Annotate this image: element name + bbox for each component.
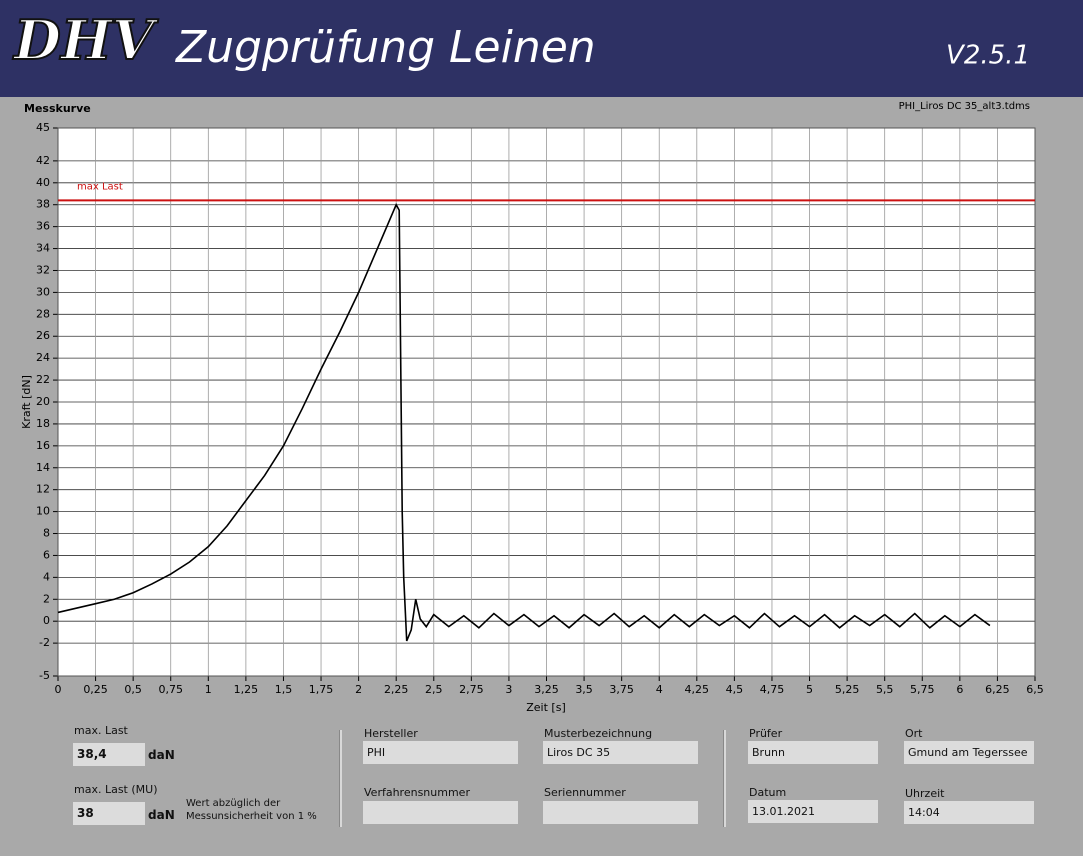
- x-tick-label: 5: [806, 683, 813, 696]
- x-tick-label: 6,5: [1026, 683, 1044, 696]
- text-field[interactable]: PHI: [363, 741, 518, 764]
- x-tick-label: 1,25: [234, 683, 259, 696]
- y-tick-label: 10: [36, 505, 50, 518]
- y-tick-label: 22: [36, 373, 50, 386]
- separator: [339, 730, 342, 827]
- text-field[interactable]: 14:04: [904, 801, 1034, 824]
- x-tick-label: 5,5: [876, 683, 894, 696]
- label: Prüfer: [749, 727, 783, 740]
- y-tick-label: 14: [36, 461, 50, 474]
- y-tick-label: 32: [36, 263, 50, 276]
- version: V2.5.1: [946, 41, 1030, 71]
- label: Verfahrensnummer: [364, 786, 470, 799]
- y-tick-label: 42: [36, 154, 50, 167]
- label: Datum: [749, 786, 787, 799]
- y-tick-label: 2: [43, 592, 50, 605]
- y-tick-label: 38: [36, 198, 50, 211]
- x-tick-label: 2: [355, 683, 362, 696]
- y-tick-label: 28: [36, 307, 50, 320]
- unit: daN: [148, 748, 175, 762]
- text-field[interactable]: Gmund am Tegerssee: [904, 741, 1034, 764]
- x-tick-label: 6,25: [985, 683, 1010, 696]
- value-field: 38,4: [73, 743, 145, 766]
- y-tick-label: 12: [36, 483, 50, 496]
- x-tick-label: 1,5: [275, 683, 293, 696]
- x-tick-label: 4,25: [685, 683, 710, 696]
- x-tick-label: 3,5: [575, 683, 593, 696]
- x-tick-label: 1: [205, 683, 212, 696]
- label: max. Last: [74, 724, 128, 737]
- label: Ort: [905, 727, 923, 740]
- y-tick-label: 8: [43, 527, 50, 540]
- x-tick-label: 0,25: [83, 683, 108, 696]
- y-tick-label: -2: [39, 636, 50, 649]
- y-axis-label: Kraft [dN]: [20, 375, 33, 429]
- label: Uhrzeit: [905, 787, 945, 800]
- note: Wert abzüglich der: [186, 798, 281, 809]
- y-tick-label: 34: [36, 242, 50, 255]
- text-field[interactable]: [543, 801, 698, 824]
- plot-border: [57, 127, 1036, 677]
- label: Seriennummer: [544, 786, 626, 799]
- x-tick-label: 5,75: [910, 683, 935, 696]
- y-tick-label: 40: [36, 176, 50, 189]
- x-tick-label: 0,5: [124, 683, 142, 696]
- unit: daN: [148, 808, 175, 822]
- x-axis-label: Zeit [s]: [526, 701, 565, 714]
- label: Hersteller: [364, 727, 418, 740]
- y-tick-label: 6: [43, 548, 50, 561]
- y-tick-label: -5: [39, 669, 50, 682]
- chart-title: Messkurve: [24, 102, 91, 115]
- label: max. Last (MU): [74, 783, 158, 796]
- text-field[interactable]: [363, 801, 518, 824]
- separator: [723, 730, 726, 827]
- y-tick-label: 45: [36, 121, 50, 134]
- y-tick-label: 26: [36, 329, 50, 342]
- x-tick-label: 0,75: [158, 683, 183, 696]
- x-tick-label: 4,75: [760, 683, 785, 696]
- y-tick-label: 30: [36, 285, 50, 298]
- y-tick-label: 4: [43, 570, 50, 583]
- x-tick-label: 3: [505, 683, 512, 696]
- file-name: PHI_Liros DC 35_alt3.tdms: [899, 101, 1030, 112]
- x-tick-label: 2,5: [425, 683, 443, 696]
- x-tick-label: 2,75: [459, 683, 484, 696]
- x-tick-label: 0: [55, 683, 62, 696]
- y-tick-label: 16: [36, 439, 50, 452]
- note: Messunsicherheit von 1 %: [186, 811, 317, 822]
- header-bar: [0, 0, 1083, 97]
- data-line: [57, 202, 991, 642]
- x-tick-label: 2,25: [384, 683, 409, 696]
- label: Musterbezeichnung: [544, 727, 653, 740]
- text-field[interactable]: 13.01.2021: [748, 800, 878, 823]
- y-tick-label: 18: [36, 417, 50, 430]
- y-tick-label: 0: [43, 614, 50, 627]
- y-tick-label: 24: [36, 351, 50, 364]
- reference-label: max Last: [77, 181, 123, 192]
- x-tick-label: 3,25: [534, 683, 559, 696]
- app-title: Zugprüfung Leinen: [175, 22, 596, 73]
- x-tick-label: 3,75: [609, 683, 634, 696]
- text-field[interactable]: Brunn: [748, 741, 878, 764]
- x-tick-label: 5,25: [835, 683, 860, 696]
- y-tick-label: 20: [36, 395, 50, 408]
- x-tick-label: 4,5: [726, 683, 744, 696]
- x-tick-label: 4: [656, 683, 663, 696]
- y-tick-label: 36: [36, 220, 50, 233]
- x-tick-label: 1,75: [309, 683, 334, 696]
- value-field: 38: [73, 802, 145, 825]
- logo: DHV: [12, 8, 159, 72]
- chart: DHV Zugprüfung Leinen V2.5.1 Messkurve P…: [0, 0, 1083, 714]
- text-field[interactable]: Liros DC 35: [543, 741, 698, 764]
- x-tick-label: 6: [956, 683, 963, 696]
